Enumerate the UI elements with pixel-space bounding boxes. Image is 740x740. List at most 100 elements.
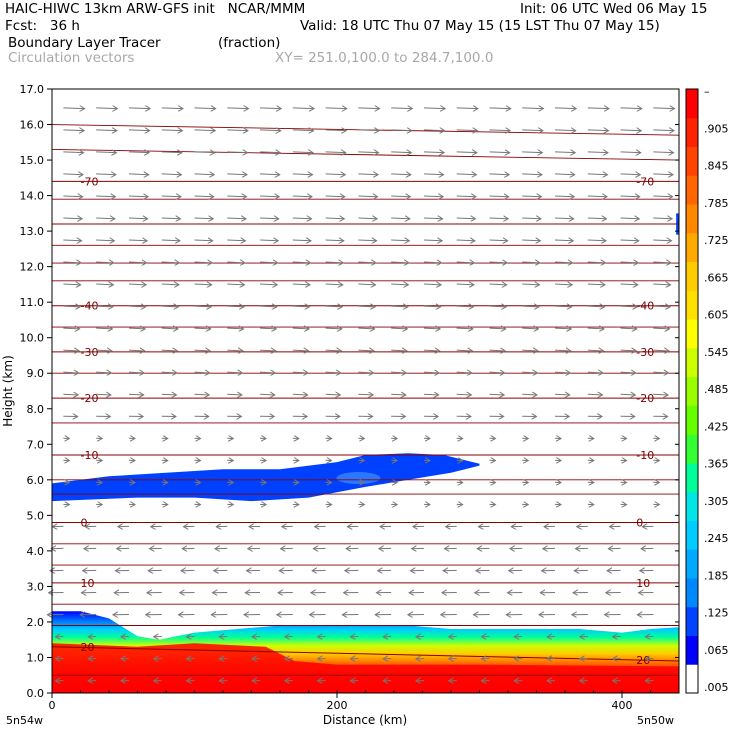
x-axis-title: Distance (km)	[323, 713, 407, 727]
circulation-vector	[555, 152, 575, 153]
circulation-vector	[456, 152, 477, 153]
circulation-vector	[96, 130, 117, 131]
colorbar-swatch	[686, 549, 698, 579]
circulation-vector	[358, 284, 375, 285]
circulation-vector	[391, 174, 411, 175]
circulation-vector	[358, 328, 374, 329]
colorbar-swatch	[686, 376, 698, 406]
isotherm-line	[51, 646, 680, 662]
isotherm-label: -20	[636, 392, 654, 405]
circulation-vector	[522, 152, 542, 153]
circulation-vector	[325, 284, 343, 285]
y-tick-label: 5.0	[27, 509, 45, 522]
circulation-vector	[358, 196, 377, 197]
x-tick-label: 0	[49, 699, 56, 712]
circulation-vector	[96, 174, 116, 175]
circulation-vector	[391, 218, 410, 219]
circulation-vector	[620, 108, 642, 109]
circulation-vector	[522, 306, 539, 307]
y-tick-label: 6.0	[27, 474, 45, 487]
circulation-vector	[63, 196, 82, 197]
circulation-vector	[456, 174, 477, 175]
circulation-vector	[358, 174, 378, 175]
circulation-vector	[260, 240, 278, 241]
circulation-vector	[522, 108, 543, 109]
circulation-vector	[554, 394, 570, 395]
circulation-vector	[391, 152, 411, 153]
circulation-vector	[96, 284, 113, 285]
field-units: (fraction)	[218, 35, 281, 51]
circulation-vector	[423, 240, 442, 241]
circulation-vector	[391, 262, 409, 263]
circulation-vector	[391, 372, 406, 373]
circulation-vector	[423, 350, 440, 351]
circulation-vector	[423, 130, 445, 131]
circulation-vector	[489, 240, 507, 241]
circulation-vector	[522, 372, 537, 373]
circulation-vector	[292, 218, 312, 219]
circulation-vector	[260, 130, 281, 131]
circulation-vector	[620, 218, 640, 219]
circulation-vector	[194, 130, 216, 131]
circulation-vector	[161, 284, 179, 285]
circulation-vector	[653, 394, 668, 395]
circulation-vector	[325, 328, 342, 329]
circulation-vector	[128, 108, 150, 109]
circulation-vector	[128, 284, 146, 285]
circulation-vector	[587, 284, 605, 285]
colorbar-label: .665	[704, 271, 729, 284]
circulation-vector	[96, 240, 114, 241]
circulation-vector	[555, 196, 574, 197]
circulation-vector	[161, 350, 178, 351]
circulation-vector	[292, 350, 309, 351]
colorbar-swatch	[686, 405, 698, 435]
isotherm-contours: -70 -70 -40 -40 -30 -30 -20 -20 -10 -10 0 0 10 10 20 20	[51, 124, 680, 676]
isotherm-label: -20	[81, 392, 99, 405]
circulation-vector	[489, 350, 505, 351]
colorbar-label: .545	[704, 346, 729, 359]
circulation-vector	[522, 350, 538, 351]
circulation-vector	[260, 328, 276, 329]
circulation-vector	[423, 196, 443, 197]
circulation-vector	[63, 306, 80, 307]
y-tick-label: 7.0	[27, 438, 45, 451]
circulation-vector	[555, 262, 573, 263]
circulation-vector	[489, 306, 506, 307]
x-tick-label: 400	[612, 699, 633, 712]
circulation-vector	[620, 174, 641, 175]
circulation-vector	[194, 174, 215, 175]
circulation-vector	[325, 240, 344, 241]
circulation-vector	[653, 262, 671, 263]
circulation-vector	[96, 262, 114, 263]
circulation-vector	[587, 152, 608, 153]
y-tick-label: 11.0	[20, 296, 45, 309]
circulation-vector	[227, 306, 244, 307]
x-tick-label: 200	[327, 699, 348, 712]
circulation-vector	[292, 328, 309, 329]
circulation-vector	[325, 394, 341, 395]
circulation-vector	[423, 262, 442, 263]
circulation-vector	[227, 196, 246, 197]
circulation-vector	[96, 196, 115, 197]
circulation-vector	[653, 350, 669, 351]
isotherm-label: -40	[81, 300, 99, 313]
colorbar-label: .845	[704, 160, 729, 173]
circulation-vector	[423, 306, 441, 307]
circulation-vector	[63, 328, 79, 329]
circulation-vector	[63, 218, 82, 219]
circulation-vector	[653, 130, 674, 131]
circulation-vector	[292, 394, 308, 395]
circulation-vector	[489, 394, 504, 395]
circulation-vector	[653, 196, 672, 197]
circulation-vector	[325, 306, 343, 307]
elevated-tracer-layer	[52, 213, 680, 502]
circulation-vector	[227, 284, 244, 285]
y-tick-label: 10.0	[20, 332, 45, 345]
isotherm-label: 10	[81, 577, 95, 590]
circulation-vector	[227, 218, 246, 219]
colorbar: .005 .065 .125 .185 .245 .305 .365 .425 .485 .545…	[685, 85, 729, 694]
isotherm-label: 20	[636, 654, 650, 667]
y-tick-label: 15.0	[20, 154, 45, 167]
isotherm-label: -70	[81, 175, 99, 188]
